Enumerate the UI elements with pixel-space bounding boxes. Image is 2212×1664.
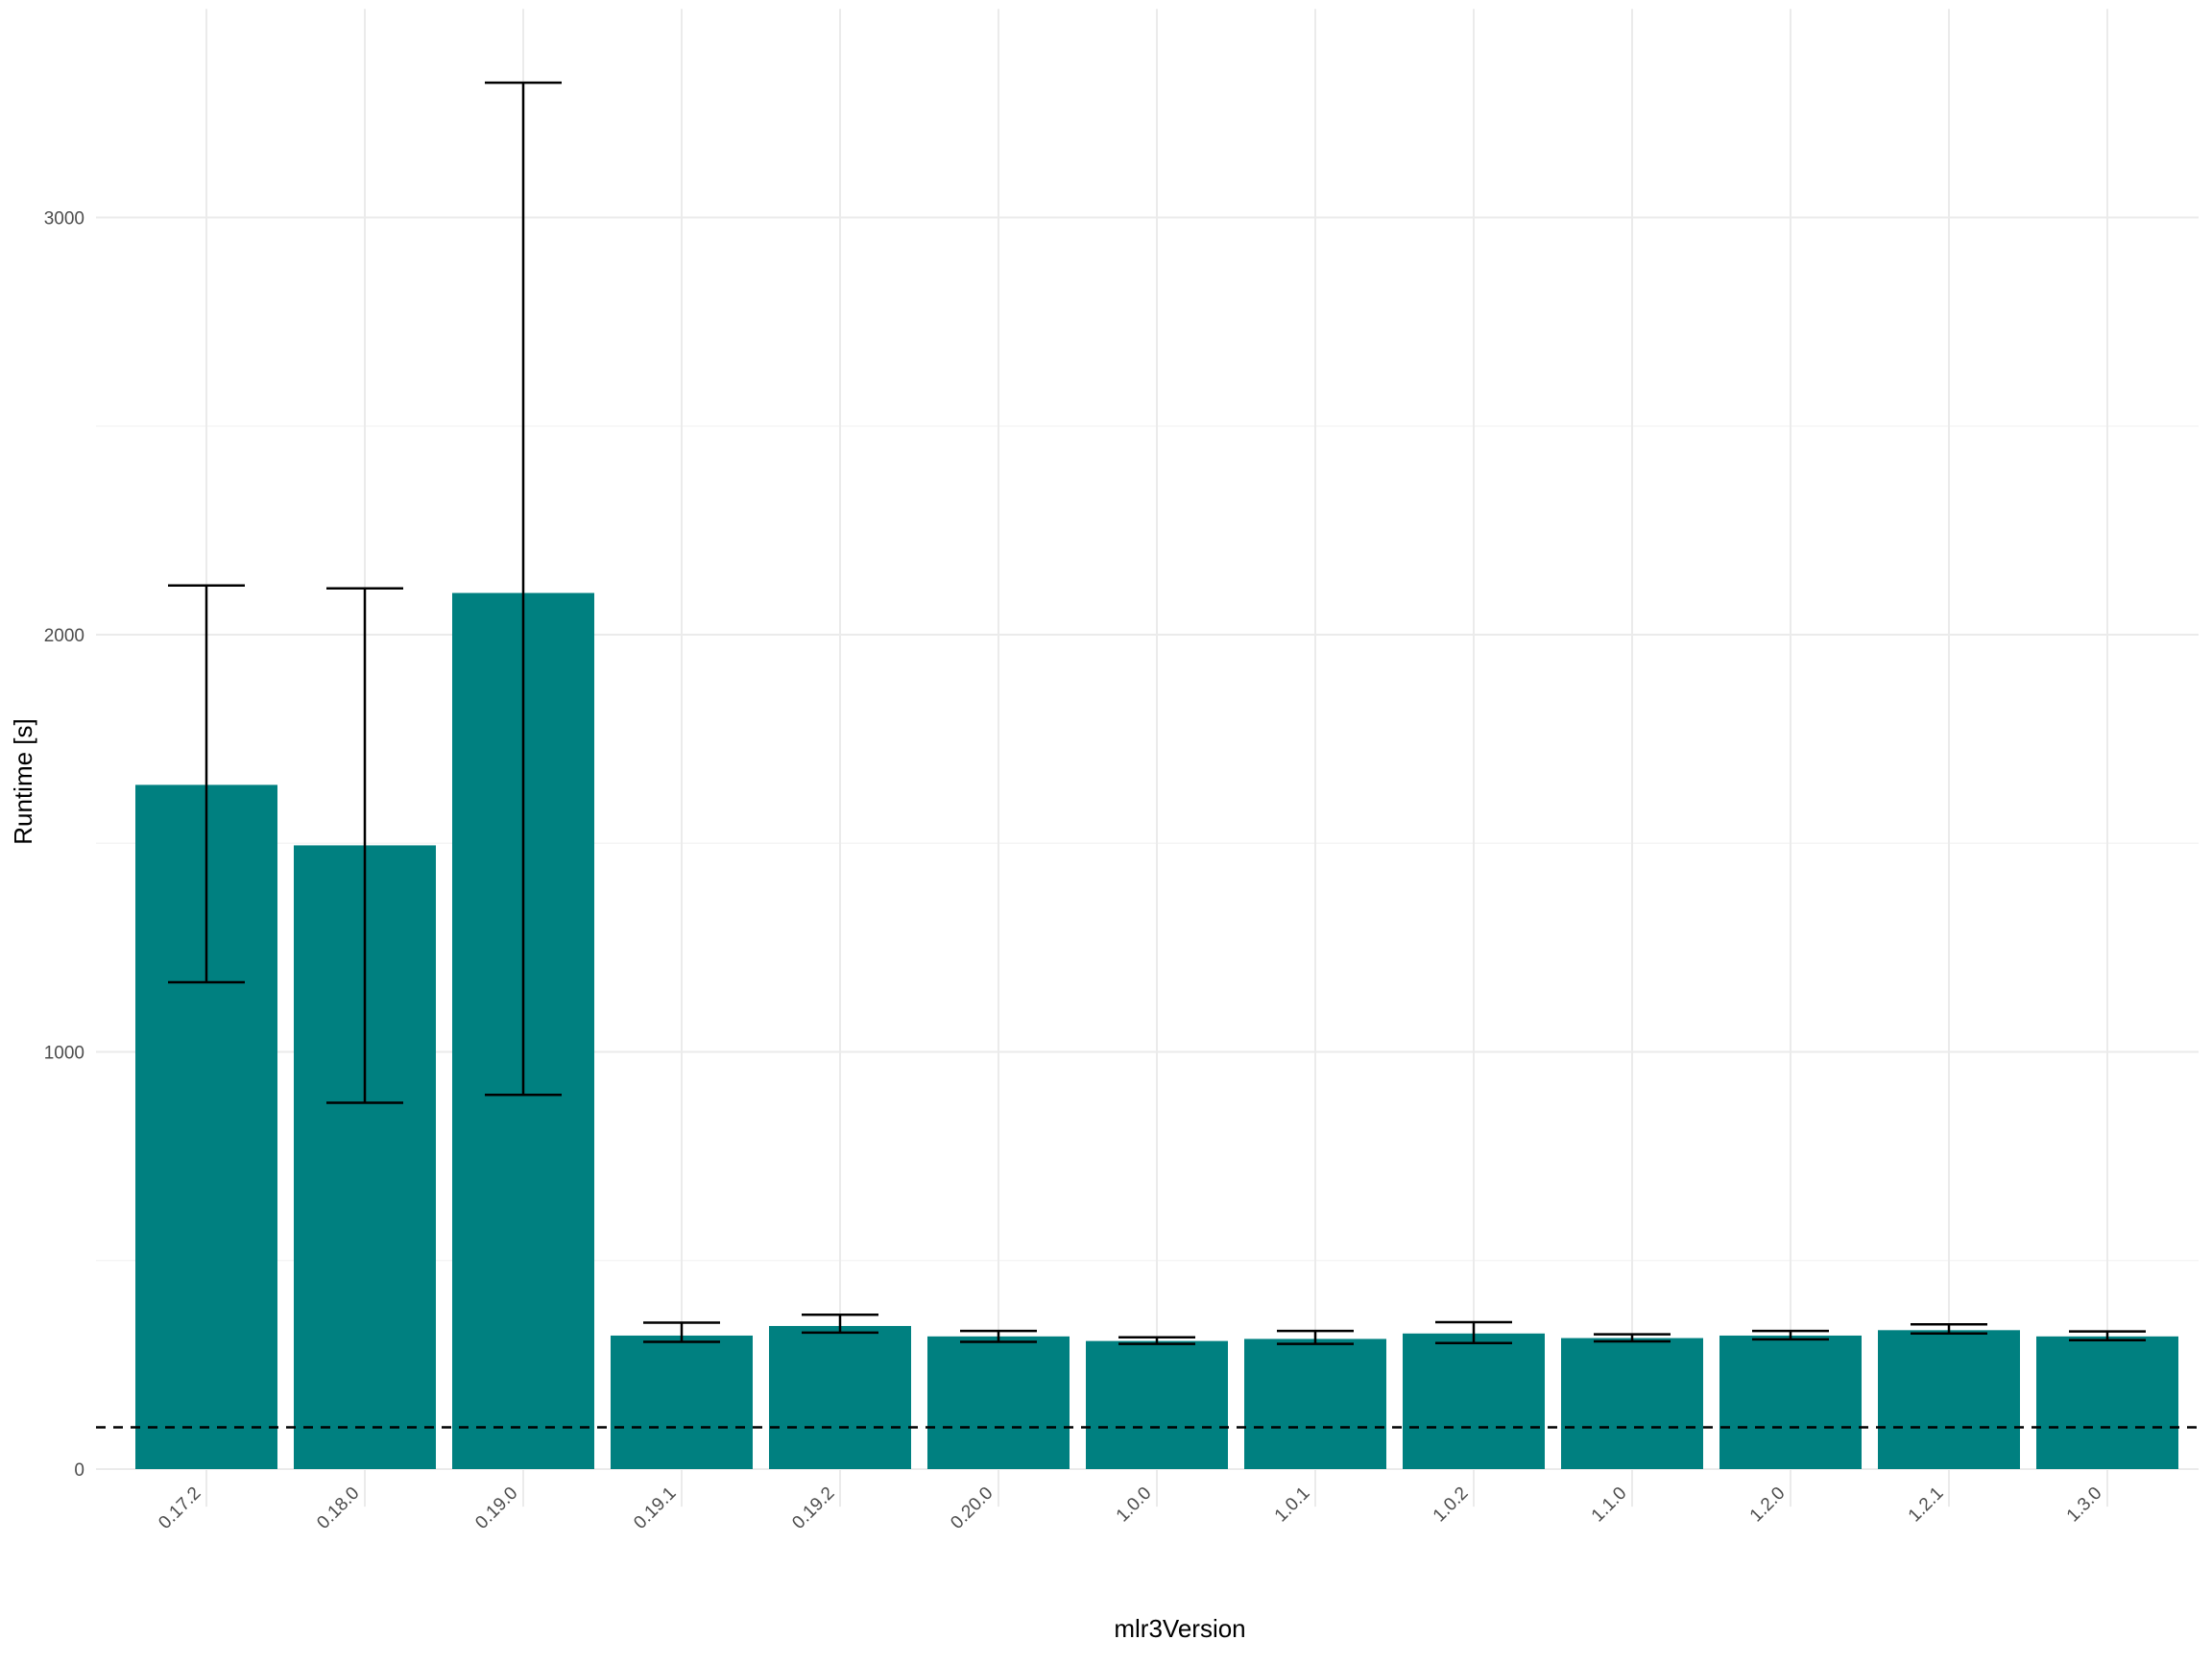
- x-tick-label: 0.18.0: [313, 1483, 363, 1533]
- x-axis-ticks: 0.17.2 0.18.0 0.19.0 0.19.1 0.19.2 0.20.0 1.0.…: [155, 1483, 2105, 1533]
- x-tick-label: 1.1.0: [1588, 1483, 1631, 1527]
- bar: [769, 1325, 911, 1469]
- x-tick-label: 1.0.1: [1271, 1483, 1314, 1527]
- x-tick-label: 0.19.2: [788, 1483, 838, 1533]
- bar: [1561, 1338, 1703, 1469]
- bar: [1244, 1338, 1386, 1469]
- x-tick-label: 1.3.0: [2063, 1483, 2106, 1527]
- x-tick-label: 1.2.0: [1746, 1483, 1790, 1527]
- y-tick-label: 0: [74, 1460, 84, 1481]
- y-tick-label: 3000: [44, 209, 84, 229]
- bar: [1086, 1340, 1228, 1469]
- error-bars: [168, 81, 2146, 1345]
- x-tick-label: 1.0.0: [1113, 1483, 1156, 1527]
- x-tick-label: 1.2.1: [1905, 1483, 1948, 1527]
- y-tick-label: 1000: [44, 1044, 84, 1064]
- x-tick-label: 0.20.0: [947, 1483, 997, 1533]
- y-axis-title: Runtime [s]: [9, 718, 37, 845]
- x-tick-label: 0.19.0: [471, 1483, 521, 1533]
- x-tick-label: 1.0.2: [1430, 1483, 1473, 1527]
- y-tick-label: 2000: [44, 626, 84, 646]
- bar: [1719, 1335, 1862, 1469]
- bar: [1403, 1333, 1545, 1469]
- x-axis-title: mlr3Version: [1114, 1614, 1245, 1643]
- grid-lines: [96, 9, 2199, 1507]
- bar: [927, 1336, 1070, 1469]
- bar: [611, 1335, 753, 1469]
- x-tick-label: 0.19.1: [630, 1483, 680, 1533]
- bars: [135, 592, 2178, 1469]
- y-axis-ticks: 0 1000 2000 3000: [44, 209, 84, 1482]
- bar: [1878, 1330, 2020, 1469]
- bar: [2036, 1336, 2178, 1469]
- x-tick-label: 0.17.2: [155, 1483, 204, 1533]
